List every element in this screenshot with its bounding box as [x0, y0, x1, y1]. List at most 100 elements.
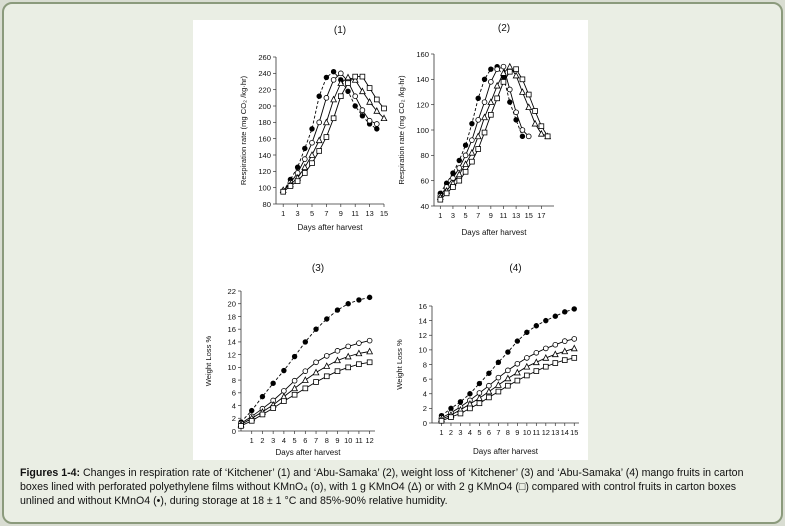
data-point-series-4: [505, 382, 511, 389]
data-point-series-4: [438, 418, 445, 424]
data-point-series-1: [281, 367, 287, 374]
data-point-series-1: [507, 99, 513, 105]
y-axis-label: Weight Loss %: [204, 336, 213, 387]
data-point-series-4: [500, 79, 507, 85]
data-point-series-4: [476, 400, 483, 407]
data-point-series-3: [561, 347, 569, 355]
data-point-series-1: [505, 349, 511, 355]
data-point-series-2: [316, 119, 323, 126]
data-point-series-1: [334, 307, 341, 313]
data-point-series-4: [280, 188, 286, 195]
data-point-series-3: [542, 354, 550, 361]
data-point-series-4: [259, 411, 266, 418]
data-point-series-3: [504, 374, 512, 382]
data-point-series-1: [345, 301, 351, 307]
y-tick-label: 40: [421, 202, 429, 211]
data-point-series-2: [525, 133, 532, 140]
data-point-series-4: [345, 364, 351, 371]
data-point-series-1: [571, 306, 577, 312]
y-tick-label: 6: [423, 375, 427, 384]
y-tick-label: 220: [258, 85, 271, 94]
x-tick-label: 1: [281, 209, 285, 218]
y-tick-label: 160: [258, 134, 271, 143]
x-tick-label: 9: [515, 428, 519, 437]
data-point-series-2: [334, 348, 341, 354]
y-tick-label: 10: [228, 363, 236, 372]
data-point-series-3: [291, 384, 299, 392]
x-tick-label: 11: [532, 428, 540, 437]
data-point-series-2: [533, 349, 540, 356]
data-point-series-3: [366, 347, 374, 355]
x-tick-label: 2: [449, 428, 453, 437]
data-point-series-1: [543, 317, 549, 324]
data-point-series-1: [481, 76, 488, 83]
data-point-series-3: [344, 352, 352, 360]
data-point-series-2: [309, 139, 315, 146]
data-point-series-4: [514, 377, 521, 384]
data-point-series-3: [532, 358, 540, 366]
data-point-series-3: [344, 73, 352, 81]
x-tick-label: 12: [542, 428, 550, 437]
data-point-series-3: [551, 350, 559, 358]
data-point-series-4: [248, 418, 255, 424]
series-line-1: [282, 71, 378, 193]
data-point-series-4: [356, 361, 362, 367]
y-tick-label: 2: [423, 404, 427, 413]
data-point-series-2: [313, 359, 319, 366]
data-point-series-4: [316, 148, 322, 154]
data-point-series-4: [533, 368, 540, 374]
data-point-series-4: [495, 388, 502, 395]
data-point-series-2: [486, 382, 492, 389]
data-point-series-1: [259, 393, 266, 400]
data-point-series-3: [512, 71, 520, 79]
data-point-series-3: [518, 88, 526, 95]
data-point-series-4: [309, 160, 315, 166]
data-point-series-1: [316, 93, 322, 99]
data-point-series-3: [513, 368, 521, 376]
data-point-series-4: [323, 373, 330, 380]
x-tick-label: 11: [355, 436, 363, 445]
data-point-series-4: [456, 177, 463, 184]
data-point-series-2: [475, 117, 482, 123]
data-point-series-4: [571, 355, 578, 361]
y-tick-label: 80: [421, 151, 429, 160]
x-tick-label: 3: [458, 428, 462, 437]
y-tick-label: 140: [258, 151, 271, 160]
data-point-series-4: [238, 423, 244, 429]
data-point-series-2: [366, 117, 373, 124]
data-point-series-3: [474, 132, 482, 140]
y-tick-label: 8: [423, 360, 427, 369]
caption-text: Changes in respiration rate of ‘Kitchene…: [20, 467, 744, 507]
data-point-series-1: [467, 391, 473, 397]
x-tick-label: 3: [296, 209, 300, 218]
y-axis-label: Weight Loss %: [395, 339, 404, 390]
data-point-series-4: [323, 134, 330, 140]
data-point-series-4: [543, 363, 549, 370]
data-point-series-2: [552, 341, 559, 348]
data-point-series-4: [313, 379, 319, 385]
x-tick-label: 7: [324, 209, 328, 218]
y-tick-label: 260: [258, 53, 271, 62]
y-tick-label: 16: [419, 302, 427, 311]
data-point-series-4: [287, 183, 294, 189]
data-point-series-3: [468, 148, 476, 156]
data-point-series-2: [352, 93, 359, 99]
data-point-series-2: [373, 121, 380, 127]
y-tick-label: 16: [228, 325, 236, 334]
x-axis-label: Days after harvest: [276, 448, 342, 457]
data-point-series-2: [301, 156, 308, 162]
chart-title: (3): [312, 263, 324, 274]
data-point-series-2: [524, 355, 530, 361]
x-tick-label: 15: [570, 428, 578, 437]
x-tick-label: 5: [464, 211, 468, 220]
y-tick-label: 22: [228, 287, 236, 296]
y-tick-label: 160: [416, 50, 429, 59]
data-point-series-1: [249, 407, 255, 414]
data-point-series-4: [525, 91, 532, 98]
data-point-series-3: [455, 170, 463, 178]
data-point-series-1: [552, 313, 558, 319]
data-point-series-3: [487, 98, 495, 105]
data-point-series-2: [514, 360, 521, 367]
